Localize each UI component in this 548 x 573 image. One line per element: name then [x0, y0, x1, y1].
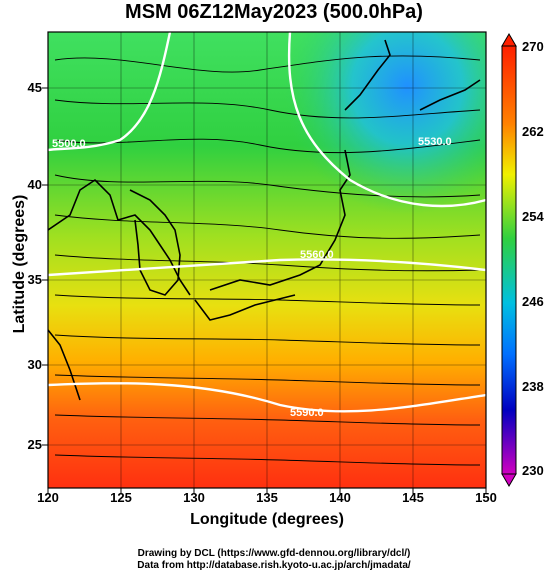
- y-tick-45: 45: [27, 80, 42, 95]
- colorbar: [501, 33, 517, 487]
- colorbar-tick-254: 254: [522, 209, 544, 224]
- contour-label-5590: 5590.0: [290, 407, 324, 419]
- axis-tick-marks: [42, 87, 487, 494]
- x-tick-140: 140: [329, 490, 351, 505]
- x-tick-125: 125: [110, 490, 132, 505]
- x-tick-135: 135: [256, 490, 278, 505]
- wind-vectors: [54, 55, 481, 466]
- colorbar-tick-270: 270: [522, 39, 544, 54]
- x-tick-120: 120: [37, 490, 59, 505]
- credit-drawing: Drawing by DCL (https://www.gfd-dennou.o…: [137, 548, 411, 559]
- x-tick-130: 130: [183, 490, 205, 505]
- y-tick-40: 40: [27, 177, 42, 192]
- colorbar-tick-262: 262: [522, 124, 544, 139]
- y-tick-35: 35: [27, 272, 42, 287]
- y-tick-25: 25: [27, 437, 42, 452]
- contour-label-5560: 5560.0: [300, 249, 334, 261]
- map-title: MSM 06Z12May2023 (500.0hPa): [125, 1, 423, 23]
- contour-label-5500: 5500.0: [52, 138, 86, 150]
- x-axis-label: Longitude (degrees): [190, 511, 344, 528]
- colorbar-tick-246: 246: [522, 294, 544, 309]
- temperature-field: 5500.0 5530.0 5560.0 5590.0: [48, 32, 486, 488]
- height-contours: [48, 32, 486, 413]
- contour-label-5530: 5530.0: [418, 136, 452, 148]
- x-tick-145: 145: [402, 490, 424, 505]
- x-tick-150: 150: [475, 490, 497, 505]
- colorbar-tick-230: 230: [522, 463, 544, 478]
- y-axis-label: Latitude (degrees): [11, 194, 28, 334]
- colorbar-tick-238: 238: [522, 379, 544, 394]
- credit-data-source: Data from http://database.rish.kyoto-u.a…: [137, 560, 411, 571]
- y-tick-30: 30: [27, 357, 42, 372]
